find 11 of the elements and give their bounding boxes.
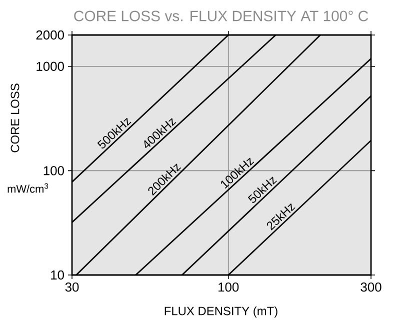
y-axis-title: CORE LOSS	[10, 84, 20, 152]
y-tick-label: 1000	[36, 62, 64, 71]
x-axis-title: FLUX DENSITY (mT)	[164, 306, 278, 318]
x-tick-label: 30	[65, 282, 79, 292]
x-tick-label: 300	[360, 282, 382, 292]
y-tick-label: 10	[51, 270, 64, 280]
y-tick-label: 2000	[36, 30, 64, 40]
x-tick-label: 100	[218, 282, 239, 292]
text: mW/cm$^{3}$	[8, 183, 48, 193]
y-tick-label: 100	[44, 166, 64, 176]
chart-title: CORE LOSS vs. FLUX DENSITY AT 100° C	[74, 10, 368, 22]
